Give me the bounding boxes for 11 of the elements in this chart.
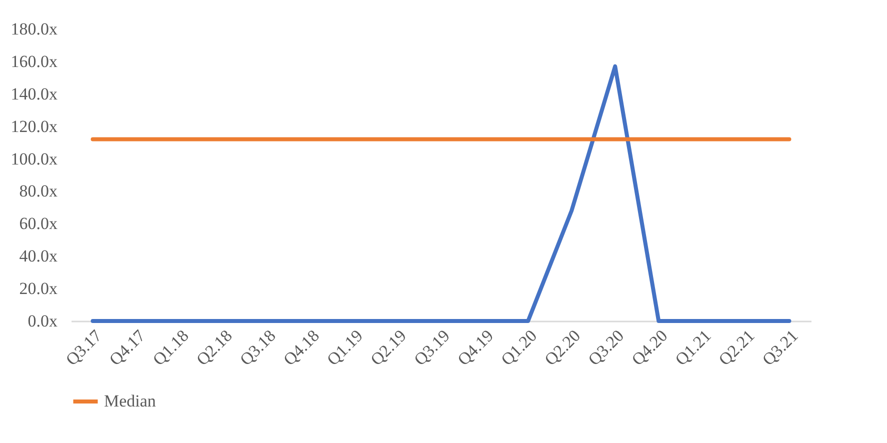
y-tick-label: 60.0x (19, 214, 58, 234)
y-tick-label: 0.0x (28, 312, 58, 330)
y-tick-label: 180.0x (10, 20, 58, 38)
legend-label: Median (104, 392, 156, 410)
y-tick-label: 160.0x (10, 52, 58, 71)
y-tick-label: 20.0x (19, 279, 58, 298)
y-tick-label: 40.0x (19, 246, 58, 266)
y-tick-label: 80.0x (19, 182, 58, 201)
y-tick-label: 100.0x (10, 149, 58, 168)
y-tick-label: 140.0x (10, 84, 58, 104)
y-tick-label: 120.0x (10, 116, 58, 136)
